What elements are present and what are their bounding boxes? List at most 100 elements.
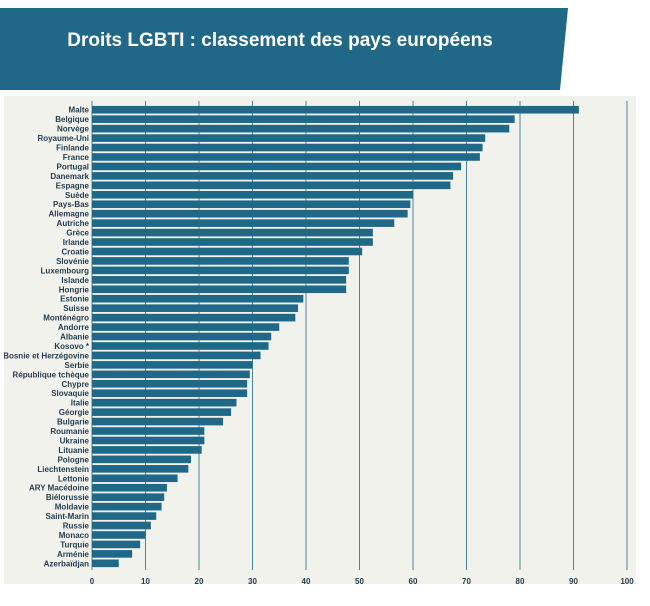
category-label: Liechtenstein	[37, 465, 89, 474]
bar	[92, 294, 304, 303]
category-label: République tchèque	[13, 370, 90, 379]
category-label: Grèce	[66, 229, 89, 238]
bar	[92, 238, 373, 246]
bar	[92, 332, 272, 341]
category-label: Royaume-Uni	[37, 134, 89, 143]
category-label: Finlande	[56, 144, 89, 153]
category-label: Géorgie	[59, 408, 90, 417]
bar	[92, 200, 411, 209]
category-label: Slovaquie	[51, 389, 89, 398]
category-label: Allemagne	[49, 210, 90, 219]
bar	[92, 370, 250, 379]
bar	[92, 465, 189, 473]
bar	[92, 323, 280, 331]
category-label: Belgique	[55, 115, 89, 124]
category-label: Suisse	[63, 304, 89, 313]
bar	[92, 455, 191, 464]
category-label: Norvège	[57, 125, 90, 134]
bar	[92, 417, 224, 426]
bar	[92, 427, 205, 435]
category-label: Bosnie et Herzégovine	[4, 351, 90, 360]
bar	[92, 105, 579, 114]
category-label: Bulgarie	[57, 418, 90, 427]
category-label: Monaco	[59, 531, 89, 540]
category-label: Chypre	[61, 380, 89, 389]
bar	[92, 342, 269, 350]
category-label: Hongrie	[59, 285, 90, 294]
category-label: Malte	[69, 106, 90, 115]
bar	[92, 446, 202, 454]
category-label: Turquie	[60, 540, 89, 549]
chart-panel: Malte Belgique Norvège Royaume-Uni Finlande F…	[4, 96, 636, 584]
x-tick-label: 90	[569, 577, 578, 584]
category-label: Espagne	[56, 181, 90, 190]
bar	[92, 436, 205, 445]
x-tick-label: 80	[516, 577, 525, 584]
x-tick-label: 40	[302, 577, 311, 584]
category-label: Pologne	[57, 455, 89, 464]
bar	[92, 304, 298, 312]
category-label: Lituanie	[58, 446, 89, 455]
bar	[92, 257, 349, 265]
category-label: Monténégro	[43, 314, 89, 323]
bar	[92, 219, 395, 227]
x-tick-label: 20	[195, 577, 204, 584]
bar	[92, 162, 462, 171]
x-tick-label: 30	[248, 577, 257, 584]
bar	[92, 228, 373, 237]
category-label: Islande	[61, 276, 89, 285]
category-label: Roumanie	[50, 427, 89, 436]
x-tick-label: 70	[462, 577, 471, 584]
bar	[92, 134, 486, 142]
bar	[92, 153, 480, 161]
category-label: Andorre	[58, 323, 90, 332]
bar	[92, 559, 119, 568]
category-labels: MalteBelgiqueNorvègeRoyaume-UniFinlandeF…	[4, 106, 90, 569]
x-tick-label: 0	[90, 577, 95, 584]
category-label: Albanie	[60, 333, 89, 342]
bar	[92, 398, 237, 407]
bar	[92, 181, 451, 190]
category-label: Estonie	[60, 295, 89, 304]
bar	[92, 493, 165, 501]
bar	[92, 531, 146, 539]
category-label: ARY Macédoine	[29, 484, 90, 493]
bar	[92, 408, 232, 416]
bar-chart: MalteBelgiqueNorvègeRoyaume-UniFinlandeF…	[4, 101, 634, 584]
bar	[92, 124, 510, 133]
header-banner	[0, 8, 568, 90]
bar	[92, 247, 363, 256]
category-label: Kosovo *	[54, 342, 90, 351]
category-label: Danemark	[50, 172, 89, 181]
category-label: Saint-Marin	[45, 512, 89, 521]
category-label: Luxembourg	[41, 266, 90, 275]
category-label: Suède	[65, 191, 90, 200]
category-label: Irlande	[63, 238, 90, 247]
x-tick-label: 50	[355, 577, 364, 584]
bar	[92, 521, 151, 530]
bar	[92, 285, 347, 294]
category-label: Autriche	[57, 219, 90, 228]
bar	[92, 474, 178, 483]
bars	[92, 105, 579, 568]
bar	[92, 276, 347, 284]
bar	[92, 540, 141, 549]
category-label: Biélorussie	[46, 493, 90, 502]
category-label: Slovénie	[56, 257, 89, 266]
bar	[92, 266, 349, 275]
category-label: Portugal	[57, 162, 89, 171]
x-tick-label: 60	[409, 577, 418, 584]
category-label: Ukraine	[60, 436, 90, 445]
category-label: Azerbaïdjan	[44, 559, 89, 568]
category-label: Lettonie	[58, 474, 90, 483]
bar	[92, 361, 253, 369]
bar	[92, 143, 483, 152]
category-label: Serbie	[65, 361, 90, 370]
category-label: Russie	[63, 522, 90, 531]
category-label: Croatie	[61, 247, 89, 256]
chart-title: Droits LGBTI : classement des pays europ…	[67, 30, 493, 51]
bar	[92, 512, 157, 520]
category-label: France	[63, 153, 90, 162]
bar	[92, 483, 167, 492]
bar	[92, 209, 408, 218]
